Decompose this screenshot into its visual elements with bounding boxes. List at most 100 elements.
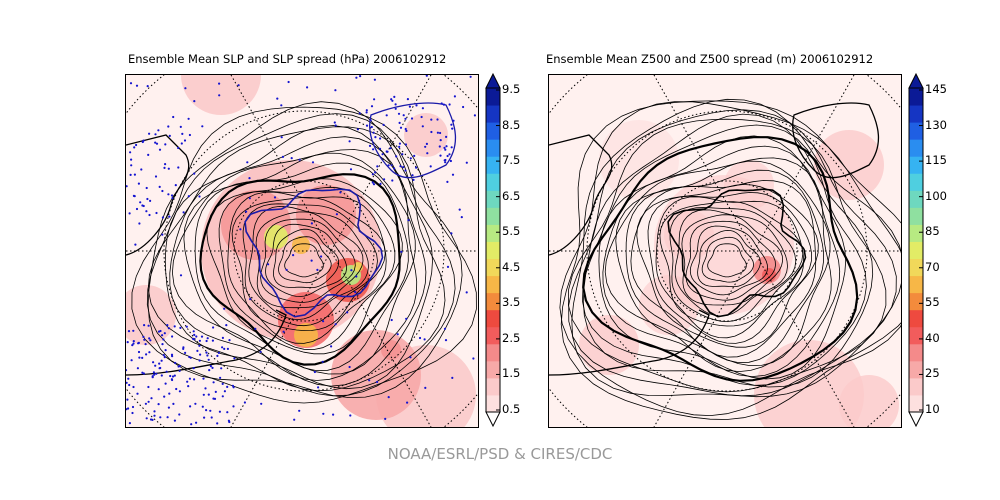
station-dot [350, 269, 353, 272]
station-dot [450, 146, 453, 149]
station-dot [130, 164, 133, 167]
antarctica-coastline [667, 188, 807, 318]
station-dot [443, 146, 446, 149]
meridian-line [230, 75, 432, 427]
station-dot [396, 333, 399, 336]
antarctica-coastline [244, 188, 384, 318]
station-dot [209, 409, 212, 412]
station-dot [130, 359, 133, 362]
contour-line [647, 192, 813, 344]
station-dot [194, 402, 197, 405]
station-dot [281, 155, 284, 158]
spread-shading [278, 292, 334, 348]
station-dot [218, 82, 221, 85]
station-dot [391, 99, 394, 102]
colorbar-segment [486, 258, 500, 277]
station-dot [379, 137, 382, 140]
south-america-coastline [549, 134, 613, 256]
station-dot [171, 375, 175, 378]
station-dot [187, 195, 190, 198]
station-dot [183, 139, 187, 142]
station-dot [424, 145, 427, 148]
station-dot [157, 129, 160, 132]
station-dot [161, 343, 164, 346]
station-dot [145, 417, 148, 420]
station-dot [188, 355, 191, 359]
station-dot [172, 402, 175, 405]
station-dot [333, 121, 336, 124]
station-dot [398, 145, 401, 148]
station-dot [170, 194, 174, 197]
station-dot [208, 369, 211, 372]
station-dot [164, 163, 167, 166]
station-dot [153, 414, 156, 417]
station-dot [425, 142, 428, 145]
spread-shading [181, 75, 261, 115]
station-dot [322, 412, 325, 415]
station-dot [167, 406, 170, 409]
station-dot [187, 385, 190, 388]
contour-line [183, 152, 416, 375]
station-dot [152, 371, 155, 374]
station-dot [146, 197, 149, 201]
station-dot [157, 403, 160, 406]
station-dot [389, 147, 392, 150]
station-dot [206, 354, 209, 357]
station-dot [169, 374, 172, 378]
colorbar-segment [909, 156, 923, 174]
station-dot [143, 324, 146, 327]
station-dot [186, 380, 189, 383]
station-dot [184, 87, 187, 90]
station-dot [450, 123, 453, 126]
station-dot [420, 115, 423, 119]
station-dot [313, 370, 316, 374]
station-dot [174, 361, 177, 365]
station-dot [159, 416, 162, 419]
station-dot [440, 102, 443, 105]
station-dot [317, 386, 320, 389]
station-dot [368, 144, 372, 147]
station-dot [404, 143, 407, 146]
contour-line [701, 236, 754, 283]
station-dot [411, 174, 414, 177]
station-dot [248, 197, 251, 200]
station-dot [192, 367, 195, 370]
station-dot [189, 405, 192, 408]
station-dot [141, 356, 144, 359]
station-dot [404, 127, 407, 131]
africa-coastline [126, 309, 287, 376]
station-dot [418, 336, 422, 340]
station-dot [430, 118, 433, 121]
station-dot [132, 329, 135, 332]
station-dot [243, 401, 246, 404]
colorbar-segment [909, 88, 923, 106]
spread-shading [762, 268, 776, 282]
station-dot [355, 76, 358, 79]
station-dot [211, 366, 214, 369]
station-dot [135, 207, 139, 211]
station-dot [424, 386, 427, 389]
station-dot [446, 154, 449, 158]
colorbar-segment [909, 326, 923, 345]
colorbar-segment [486, 292, 500, 311]
station-dot [334, 89, 337, 92]
station-dot [181, 132, 184, 135]
station-dot [349, 168, 353, 171]
station-dot [372, 148, 375, 151]
station-dot [196, 349, 199, 352]
station-dot [292, 254, 295, 257]
station-dot [141, 204, 144, 207]
station-dot [126, 381, 128, 384]
station-dot [133, 146, 136, 149]
station-dot [211, 339, 214, 342]
colorbar-tick-label: 4.5 [502, 259, 521, 274]
station-dot [383, 178, 386, 181]
station-dot [182, 346, 185, 349]
colorbar-segment [909, 190, 923, 208]
spread-shading [294, 323, 318, 347]
z500-spread-colorbar: 10 25 40 55 70 85 100 115 130 145 [908, 72, 947, 428]
station-dot [129, 173, 132, 176]
station-dot [149, 339, 152, 342]
station-dot [171, 197, 174, 200]
contour-line [278, 236, 332, 284]
